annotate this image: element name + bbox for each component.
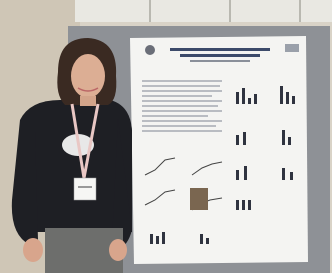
badge-text <box>78 186 92 188</box>
hand <box>109 239 127 261</box>
poster <box>130 36 308 264</box>
poster-authors <box>190 60 250 62</box>
poster-logo <box>285 44 299 52</box>
window <box>75 0 332 22</box>
poster-logo <box>145 45 155 55</box>
badge <box>74 178 96 200</box>
poster-title <box>170 48 270 51</box>
page: (() => { const data = JSON.parse(documen… <box>0 0 332 273</box>
poster-image <box>190 188 208 210</box>
photo <box>0 0 332 273</box>
neck <box>80 96 96 106</box>
hand <box>23 238 43 262</box>
poster-title <box>180 54 260 57</box>
